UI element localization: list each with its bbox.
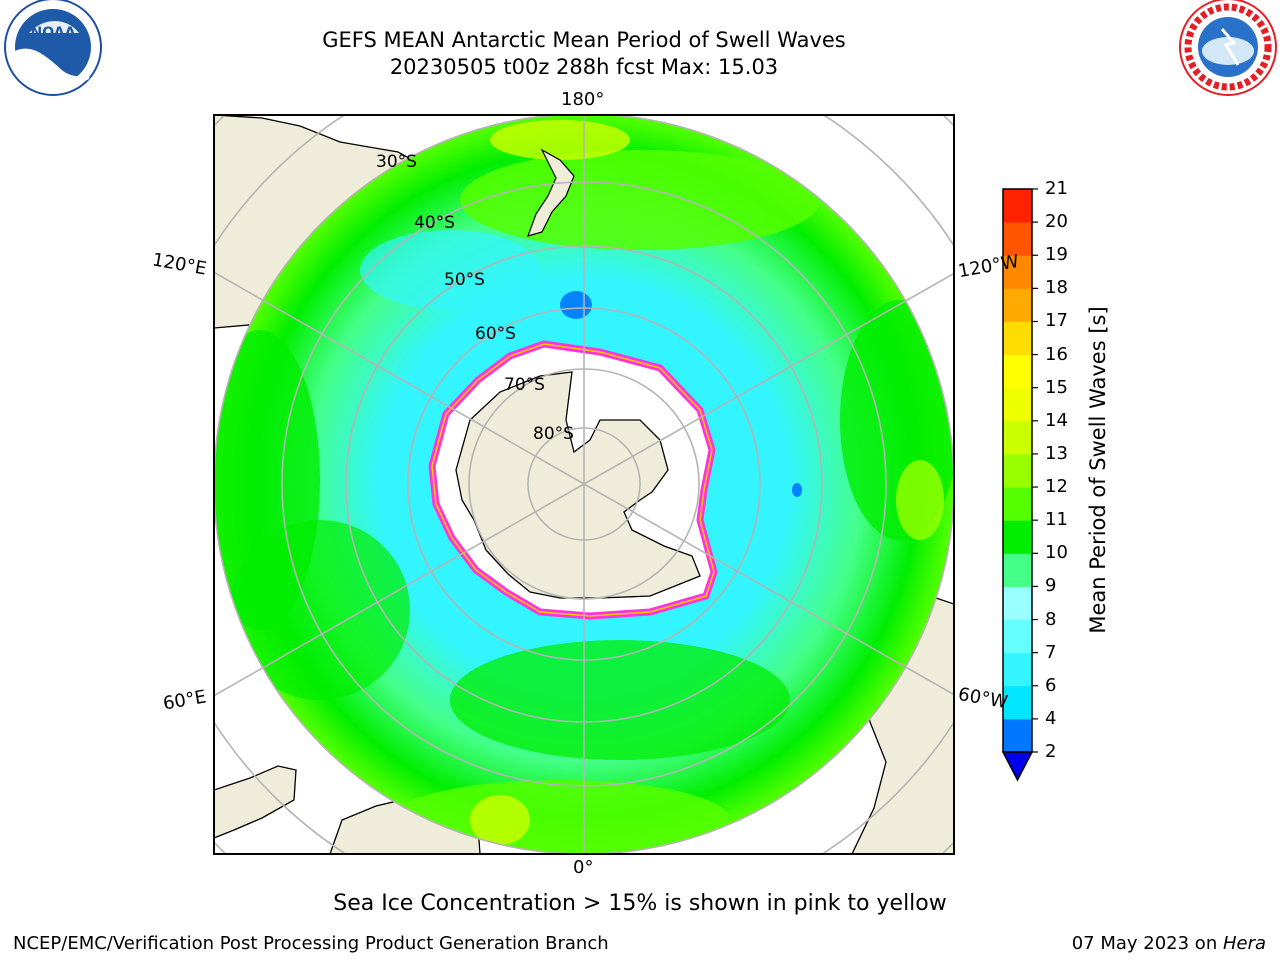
colorbar-segment [1003, 321, 1032, 356]
lon-label-0: 0° [573, 857, 594, 878]
colorbar-tick-label: 2 [1045, 741, 1057, 762]
colorbar-tick-label: 18 [1045, 277, 1068, 299]
lat-label-60s: 60°S [475, 324, 516, 344]
lat-label-80s: 80°S [533, 424, 574, 444]
svg-text:NOAA: NOAA [31, 25, 76, 41]
colorbar-tick-label: 10 [1045, 542, 1068, 564]
sea-ice-caption: Sea Ice Concentration > 15% is shown in … [333, 891, 947, 916]
lat-label-50s: 50°S [444, 270, 485, 290]
colorbar-segment [1003, 586, 1032, 621]
colorbar [1001, 188, 1038, 782]
continent-antarctica [455, 371, 701, 599]
colorbar-segment [1003, 453, 1032, 488]
colorbar-segment [1003, 222, 1032, 256]
colorbar-segment [1003, 520, 1032, 554]
colorbar-tick-label: 14 [1045, 409, 1068, 431]
island-madagascar [214, 765, 297, 839]
colorbar-tick-label: 17 [1045, 310, 1068, 332]
colorbar-tick-label: 7 [1045, 641, 1057, 663]
colorbar-segment [1003, 718, 1032, 753]
footer-date: 07 May 2023 on Hera [1071, 933, 1266, 954]
noaa-logo: NOAA [4, 0, 102, 96]
colorbar-tick-label: 8 [1045, 608, 1057, 630]
colorbar-segment [1003, 288, 1032, 322]
lat-label-40s: 40°S [414, 213, 455, 233]
colorbar-segment [1003, 255, 1032, 289]
colorbar-under-arrow [1001, 751, 1034, 782]
colorbar-tick-label: 6 [1045, 674, 1057, 696]
colorbar-segment [1003, 652, 1032, 687]
footer-credit: NCEP/EMC/Verification Post Processing Pr… [13, 933, 609, 954]
colorbar-segment [1003, 354, 1032, 389]
chart-subtitle: 20230505 t00z 288h fcst Max: 15.03 [389, 55, 779, 79]
footer-host: Hera [1222, 933, 1266, 954]
map-area [214, 115, 954, 854]
colorbar-tick-label: 20 [1045, 211, 1068, 233]
graticule [214, 115, 954, 854]
colorbar-tick-label: 21 [1045, 178, 1068, 199]
colorbar-tick-label: 19 [1045, 244, 1068, 266]
colorbar-segment [1003, 387, 1032, 422]
colorbar-tick-label: 9 [1045, 575, 1057, 597]
colorbar-segment [1003, 553, 1032, 587]
colorbar-tick-label: 16 [1045, 343, 1068, 365]
colorbar-tick-label: 13 [1045, 442, 1068, 464]
map-frame [213, 114, 955, 855]
nws-logo [1179, 0, 1277, 96]
colorbar-frame [1002, 188, 1033, 753]
colorbar-segment [1003, 619, 1032, 654]
colorbar-tick-label: 12 [1045, 476, 1068, 498]
colorbar-segment [1003, 487, 1032, 521]
colorbar-tick-label: 4 [1045, 707, 1057, 729]
colorbar-tick-label: 11 [1045, 509, 1068, 531]
colorbar-tick-label: 15 [1045, 376, 1068, 398]
lon-label-180: 180° [561, 89, 605, 110]
colorbar-segment [1003, 420, 1032, 455]
colorbar-segment [1003, 189, 1032, 223]
colorbar-segment [1003, 685, 1032, 720]
lat-label-30s: 30°S [376, 152, 417, 172]
lat-label-70s: 70°S [504, 375, 545, 395]
chart-title: GEFS MEAN Antarctic Mean Period of Swell… [322, 28, 846, 52]
